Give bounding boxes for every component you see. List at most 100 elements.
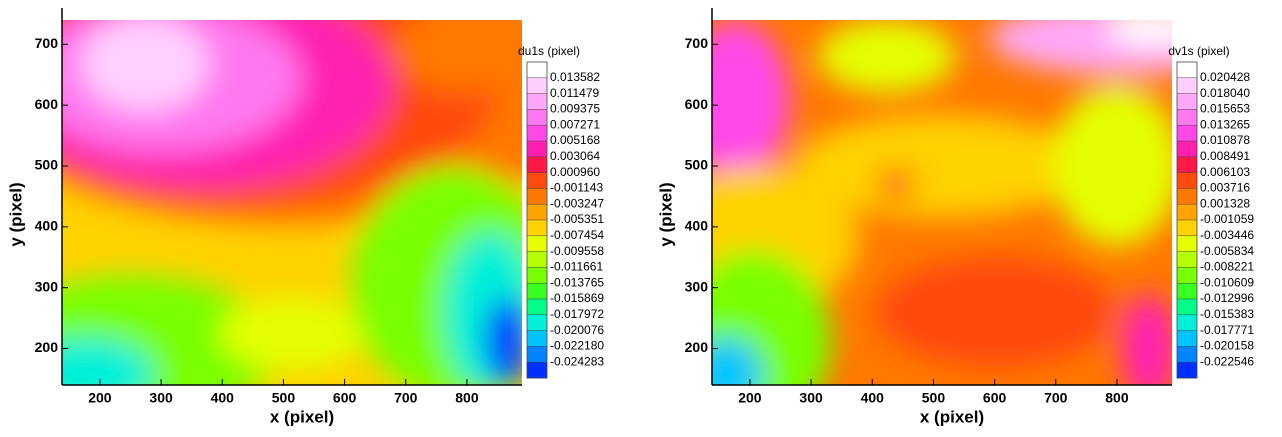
colorbar-label: -0.003247 bbox=[550, 196, 604, 210]
y-tick-label: 300 bbox=[35, 278, 59, 294]
colorbar-band bbox=[527, 362, 547, 379]
colorbar-band bbox=[1177, 346, 1197, 363]
colorbar-label: -0.010609 bbox=[1200, 275, 1254, 289]
colorbar-band bbox=[527, 125, 547, 142]
field-region bbox=[712, 20, 791, 181]
y-tick-label: 700 bbox=[685, 35, 709, 51]
colorbar-band bbox=[527, 141, 547, 158]
y-tick-label: 700 bbox=[35, 35, 59, 51]
colorbar-band bbox=[1177, 330, 1197, 347]
colorbar-label: -0.011661 bbox=[550, 260, 603, 274]
field-regions bbox=[62, 20, 522, 385]
colorbar-label: 0.013265 bbox=[1200, 117, 1250, 131]
panel: 200 300 400 500 600 700 800 200 300 400 500 600 700 x… bbox=[6, 8, 604, 426]
colorbar-label: 0.003064 bbox=[550, 149, 600, 163]
colorbar-band bbox=[1177, 109, 1197, 126]
colorbar-band bbox=[1177, 156, 1197, 174]
colorbar-label: 0.006103 bbox=[1200, 165, 1250, 179]
colorbar-band bbox=[527, 299, 547, 316]
x-axis-label: x (pixel) bbox=[270, 407, 334, 426]
colorbar-band bbox=[1177, 77, 1197, 95]
colorbar-title: dv1s (pixel) bbox=[1168, 44, 1229, 58]
colorbar-band bbox=[1177, 62, 1197, 79]
colorbar-label: -0.012996 bbox=[1200, 291, 1254, 305]
y-tick-label: 200 bbox=[35, 339, 59, 355]
colorbar-band bbox=[527, 267, 547, 284]
colorbar-label: -0.009558 bbox=[550, 244, 604, 258]
colorbar-title: du1s (pixel) bbox=[518, 44, 580, 58]
colorbar-label: -0.008221 bbox=[1200, 260, 1254, 274]
field-regions bbox=[712, 20, 1172, 385]
colorbar-band bbox=[527, 77, 547, 95]
colorbar-band bbox=[1177, 267, 1197, 284]
contour-field bbox=[712, 20, 1172, 385]
colorbar-band bbox=[1177, 251, 1197, 268]
colorbar-band bbox=[527, 314, 547, 332]
x-tick-label: 800 bbox=[1105, 390, 1129, 406]
x-tick-label: 500 bbox=[272, 390, 296, 406]
colorbar-band bbox=[1177, 125, 1197, 142]
colorbar-band bbox=[1177, 204, 1197, 221]
colorbar-band bbox=[527, 172, 547, 189]
y-axis-label: y (pixel) bbox=[6, 182, 25, 246]
x-tick-label: 700 bbox=[394, 390, 418, 406]
field-region bbox=[1121, 293, 1172, 385]
colorbar-label: 0.009375 bbox=[550, 102, 600, 116]
colorbar-label: -0.017771 bbox=[1200, 323, 1254, 337]
colorbar-band bbox=[527, 156, 547, 174]
field-region bbox=[794, 114, 1090, 218]
colorbar-band bbox=[527, 62, 547, 79]
colorbar-label: -0.020076 bbox=[550, 323, 604, 337]
colorbar-label: -0.005834 bbox=[1200, 244, 1254, 258]
colorbar-label: -0.024283 bbox=[550, 354, 604, 368]
colorbar-band bbox=[527, 235, 547, 253]
colorbar-band bbox=[527, 283, 547, 300]
colorbar-band bbox=[1177, 188, 1197, 205]
colorbar-label: 0.018040 bbox=[1200, 86, 1250, 100]
colorbar-band bbox=[1177, 141, 1197, 158]
field-region bbox=[393, 20, 522, 93]
x-tick-label: 200 bbox=[88, 390, 112, 406]
colorbar-label: -0.020158 bbox=[1200, 339, 1254, 353]
x-tick-label: 600 bbox=[333, 390, 357, 406]
colorbar-band bbox=[1177, 283, 1197, 300]
colorbar-label: 0.020428 bbox=[1200, 70, 1250, 84]
field-region bbox=[877, 169, 915, 199]
x-tick-label: 400 bbox=[211, 390, 235, 406]
colorbar-band bbox=[1177, 93, 1197, 110]
colorbar-label: -0.001143 bbox=[550, 181, 603, 195]
colorbar-band bbox=[527, 93, 547, 110]
field-region bbox=[218, 297, 366, 371]
colorbar-label: 0.011479 bbox=[550, 86, 599, 100]
colorbar-band bbox=[527, 346, 547, 363]
colorbar-band bbox=[1177, 299, 1197, 316]
colorbar-band bbox=[527, 251, 547, 268]
colorbar-label: -0.017972 bbox=[550, 307, 604, 321]
y-tick-label: 600 bbox=[685, 96, 709, 112]
field-region bbox=[1107, 20, 1172, 46]
x-axis-label: x (pixel) bbox=[920, 407, 984, 426]
colorbar-label: 0.003716 bbox=[1200, 181, 1250, 195]
colorbar-label: -0.013765 bbox=[550, 275, 604, 289]
colorbar-band bbox=[1177, 362, 1197, 379]
y-tick-label: 500 bbox=[35, 157, 59, 173]
y-tick-label: 400 bbox=[35, 218, 59, 234]
y-axis-label: y (pixel) bbox=[656, 182, 675, 246]
colorbar-label: -0.022546 bbox=[1200, 354, 1254, 368]
y-tick-label: 200 bbox=[685, 339, 709, 355]
colorbar-label: 0.015653 bbox=[1200, 102, 1250, 116]
colorbar-label: 0.013582 bbox=[550, 70, 600, 84]
y-tick-label: 500 bbox=[685, 157, 709, 173]
colorbar-label: -0.015383 bbox=[1200, 307, 1254, 321]
colorbar-band bbox=[1177, 235, 1197, 253]
colorbar-band bbox=[1177, 220, 1197, 237]
x-tick-label: 300 bbox=[799, 390, 823, 406]
colorbar-label: -0.001059 bbox=[1200, 212, 1254, 226]
field-region bbox=[62, 337, 154, 385]
colorbar-label: 0.000960 bbox=[550, 165, 600, 179]
x-tick-label: 700 bbox=[1044, 390, 1068, 406]
colorbar-band bbox=[527, 220, 547, 237]
colorbar-band bbox=[527, 204, 547, 221]
x-tick-label: 200 bbox=[738, 390, 762, 406]
